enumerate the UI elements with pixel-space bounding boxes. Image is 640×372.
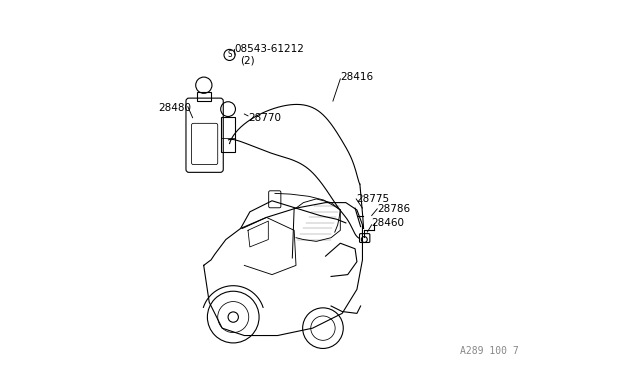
Text: 08543-61212: 08543-61212: [234, 44, 304, 54]
Text: 28460: 28460: [372, 218, 404, 228]
Text: 28786: 28786: [377, 204, 410, 214]
Bar: [196, 92, 211, 101]
Text: S: S: [227, 51, 232, 60]
Text: 28416: 28416: [340, 72, 373, 82]
Text: A289 100 7: A289 100 7: [460, 346, 519, 356]
Text: 28480: 28480: [158, 103, 191, 113]
Bar: [221, 117, 235, 152]
Text: 28770: 28770: [248, 113, 281, 123]
Text: (2): (2): [241, 55, 255, 65]
Text: 28775: 28775: [356, 194, 389, 204]
